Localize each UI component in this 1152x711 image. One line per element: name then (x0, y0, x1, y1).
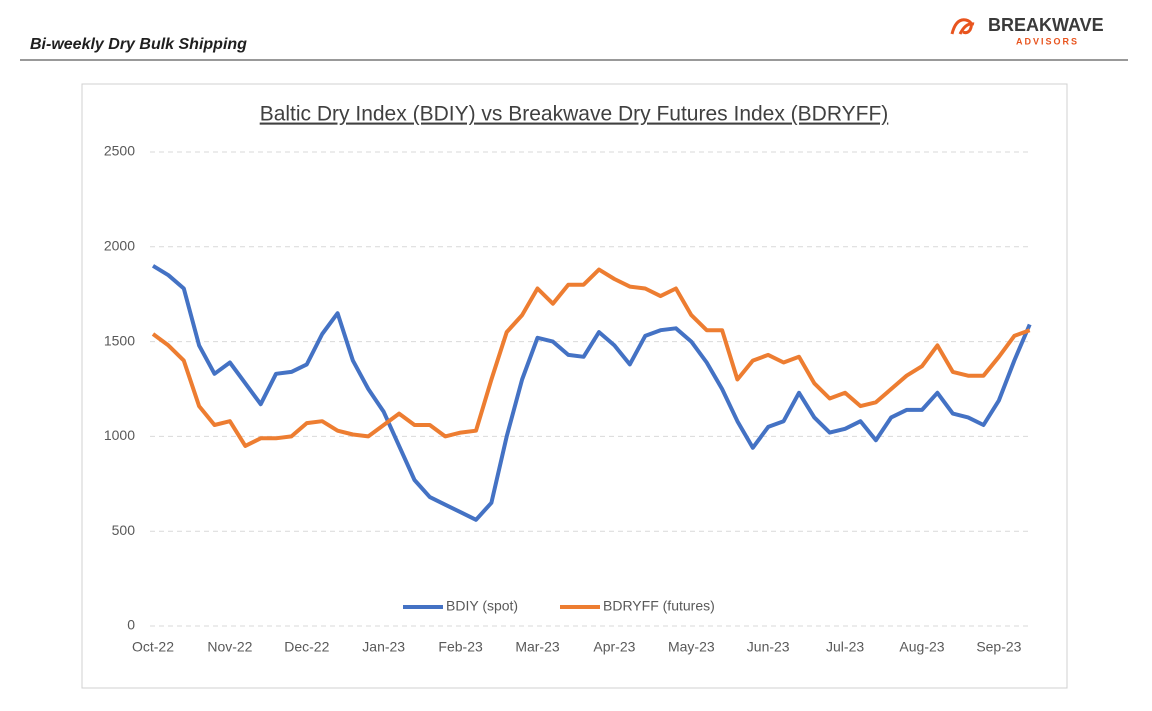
y-tick-label: 0 (127, 617, 135, 633)
chart-title: Baltic Dry Index (BDIY) vs Breakwave Dry… (260, 103, 889, 126)
legend-label: BDRYFF (futures) (603, 598, 715, 614)
chart-frame (81, 83, 1068, 689)
x-tick-label: Jun-23 (747, 639, 790, 655)
header-title: Bi-weekly Dry Bulk Shipping (30, 36, 247, 53)
x-tick-label: Aug-23 (899, 639, 944, 655)
logo-name: BREAKWAVE (988, 15, 1104, 35)
y-tick-label: 2000 (104, 238, 135, 254)
logo-icon (950, 18, 975, 35)
x-tick-label: Feb-23 (438, 639, 483, 655)
logo-sub: ADVISORS (1016, 36, 1079, 46)
line-series (151, 264, 1032, 522)
x-tick-label: Jan-23 (362, 639, 405, 655)
y-tick-label: 1500 (104, 332, 135, 348)
x-tick-label: Jul-23 (826, 639, 864, 655)
x-tick-label: Nov-22 (207, 639, 252, 655)
x-tick-label: May-23 (668, 639, 715, 655)
y-tick-label: 1000 (104, 427, 135, 443)
x-tick-label: Mar-23 (515, 639, 560, 655)
legend-label: BDIY (spot) (446, 598, 518, 614)
plot: 0 500 1000 1500 2000 2500 Oct-22 Nov-22 Dec-22 Ja… (104, 143, 1032, 655)
x-tick-label: Sep-23 (976, 639, 1021, 655)
x-tick-label: Oct-22 (132, 639, 174, 655)
line-series (151, 267, 1031, 448)
y-tick-label: 500 (112, 522, 136, 538)
x-tick-label: Dec-22 (284, 639, 329, 655)
x-tick-label: Apr-23 (593, 639, 635, 655)
y-tick-label: 2500 (104, 143, 135, 159)
